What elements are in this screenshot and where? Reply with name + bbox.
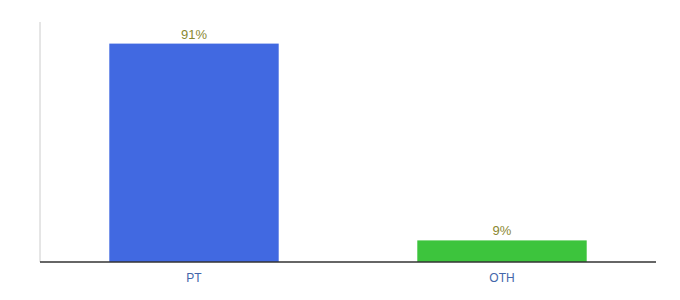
data-label: 91%	[181, 27, 207, 42]
y-axis-line	[40, 22, 41, 262]
x-tick-label: OTH	[489, 271, 514, 285]
data-label: 9%	[493, 223, 512, 238]
x-tick-label: PT	[186, 271, 202, 285]
x-axis-line	[40, 261, 656, 263]
bar	[417, 240, 586, 262]
bar	[109, 44, 278, 262]
chart-container: 91% 9% PT OTH	[0, 0, 680, 300]
bars	[109, 44, 586, 262]
chart: 91% 9% PT OTH	[0, 0, 680, 300]
